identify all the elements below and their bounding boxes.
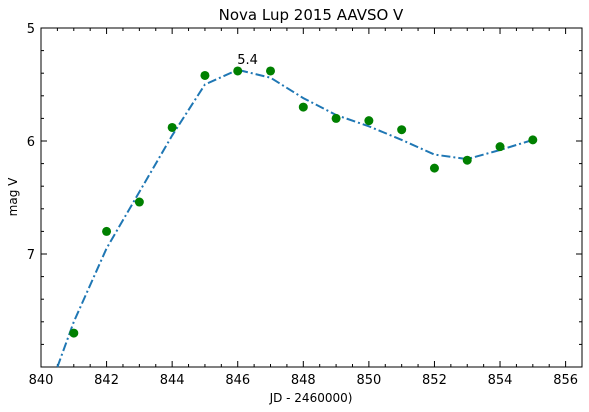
data-point: [462, 155, 472, 165]
data-point: [69, 328, 79, 338]
x-tick-label: 852: [422, 373, 447, 388]
x-tick-label: 856: [553, 373, 578, 388]
data-point: [397, 125, 407, 135]
x-tick-label: 854: [488, 373, 513, 388]
x-tick-label: 842: [94, 373, 119, 388]
data-points-layer: [69, 66, 538, 338]
data-point: [364, 116, 374, 126]
data-point: [528, 135, 538, 145]
data-point: [298, 102, 308, 112]
x-axis-label: JD - 2460000): [269, 391, 353, 405]
x-tick-label: 844: [160, 373, 185, 388]
chart-title: Nova Lup 2015 AAVSO V: [219, 6, 404, 24]
y-tick-label: 5: [27, 22, 35, 37]
data-point: [200, 70, 210, 80]
x-tick-label: 840: [29, 373, 54, 388]
data-point: [429, 163, 439, 173]
y-axis-label: mag V: [6, 177, 20, 216]
y-tick-label: 7: [27, 248, 35, 263]
fit-line: [56, 68, 534, 368]
x-tick-label: 848: [291, 373, 316, 388]
data-point: [134, 197, 144, 207]
plot-frame: [40, 27, 583, 368]
y-tick-label: 6: [27, 135, 35, 150]
data-point: [495, 142, 505, 152]
data-point: [102, 226, 112, 236]
peak-annotation: 5.4: [237, 53, 258, 68]
annotation-layer: 5.4: [237, 53, 258, 68]
ticks-layer: 840 842 844 846 848 850 852 854 856 5 6 7: [27, 22, 583, 388]
data-point: [233, 66, 243, 76]
data-point: [331, 113, 341, 123]
data-point: [266, 66, 276, 76]
x-tick-label: 850: [356, 373, 381, 388]
x-tick-label: 846: [225, 373, 250, 388]
fit-line-layer: [56, 68, 534, 368]
data-point: [167, 122, 177, 132]
